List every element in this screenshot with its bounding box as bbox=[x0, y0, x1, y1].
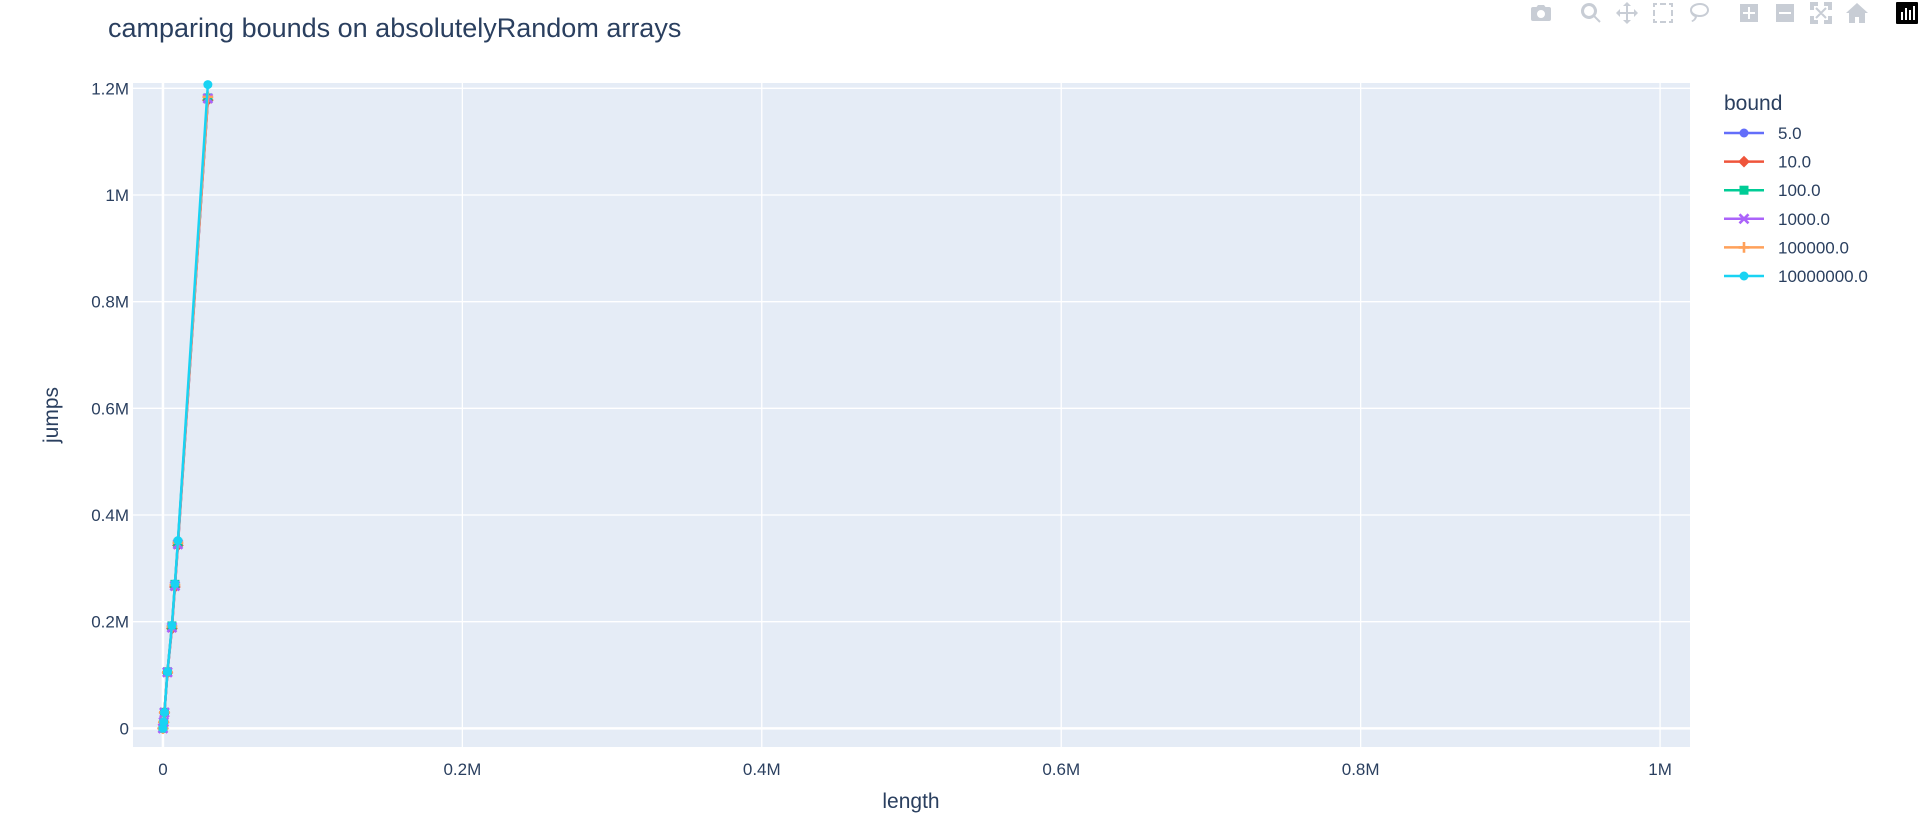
plot-area[interactable] bbox=[133, 83, 1690, 747]
legend-item-10.0[interactable]: 10.0 bbox=[1724, 153, 1811, 172]
legend-marker bbox=[1738, 242, 1750, 253]
y-tick-label: 0.6M bbox=[91, 399, 129, 418]
data-point bbox=[162, 667, 172, 677]
x-tick-label: 0.6M bbox=[1042, 760, 1080, 779]
tick-labels: 0 0.2M 0.4M 0.6M 0.8M 1M 0 0.2M 0.4M 0.6M 0.8M 1M 1.… bbox=[91, 79, 1672, 779]
legend: bound 5.0 10.0 100.0 1000.0 100000.0 10000000… bbox=[1724, 92, 1868, 286]
modebar-toolbar bbox=[1518, 0, 1920, 26]
series-lines bbox=[157, 80, 214, 735]
data-point bbox=[173, 536, 183, 546]
legend-marker bbox=[1739, 128, 1749, 138]
y-axis-title: jumps bbox=[40, 387, 63, 444]
y-tick-label: 0 bbox=[120, 719, 129, 738]
y-tick-label: 1M bbox=[105, 186, 129, 205]
lasso-select-icon[interactable] bbox=[1686, 0, 1712, 26]
y-tick-label: 0.4M bbox=[91, 506, 129, 525]
legend-title: bound bbox=[1724, 92, 1782, 115]
legend-item-5.0[interactable]: 5.0 bbox=[1724, 124, 1802, 143]
series-10000000.0 bbox=[158, 80, 213, 733]
chart-title: camparing bounds on absolutelyRandom arr… bbox=[108, 13, 681, 43]
legend-item-100000.0[interactable]: 100000.0 bbox=[1724, 238, 1849, 257]
x-tick-label: 0.8M bbox=[1342, 760, 1380, 779]
legend-item-1000.0[interactable]: 1000.0 bbox=[1724, 210, 1830, 229]
x-tick-label: 0.2M bbox=[443, 760, 481, 779]
legend-label: 100.0 bbox=[1778, 181, 1821, 200]
legend-marker bbox=[1738, 213, 1750, 225]
legend-marker bbox=[1739, 271, 1749, 281]
data-point bbox=[159, 707, 169, 717]
legend-label: 10000000.0 bbox=[1778, 267, 1868, 286]
zoom-out-icon[interactable] bbox=[1772, 0, 1798, 26]
x-tick-label: 1M bbox=[1648, 760, 1672, 779]
reset-axes-icon[interactable] bbox=[1844, 0, 1870, 26]
legend-label: 5.0 bbox=[1778, 124, 1802, 143]
plotly-logo-icon[interactable] bbox=[1894, 0, 1920, 26]
box-select-icon[interactable] bbox=[1650, 0, 1676, 26]
legend-item-100.0[interactable]: 100.0 bbox=[1724, 181, 1821, 200]
data-point bbox=[159, 717, 169, 727]
legend-marker bbox=[1739, 185, 1749, 195]
legend-label: 10.0 bbox=[1778, 153, 1811, 172]
data-point bbox=[203, 80, 213, 90]
zoom-in-icon[interactable] bbox=[1736, 0, 1762, 26]
zoom-icon[interactable] bbox=[1578, 0, 1604, 26]
x-tick-label: 0.4M bbox=[743, 760, 781, 779]
data-point bbox=[170, 579, 180, 589]
grid-lines bbox=[133, 83, 1690, 747]
x-tick-label: 0 bbox=[158, 760, 167, 779]
y-tick-label: 1.2M bbox=[91, 79, 129, 98]
pan-icon[interactable] bbox=[1614, 0, 1640, 26]
legend-marker bbox=[1738, 155, 1750, 168]
legend-label: 100000.0 bbox=[1778, 238, 1849, 257]
data-point bbox=[167, 620, 177, 630]
x-axis-title: length bbox=[882, 790, 939, 813]
y-tick-label: 0.2M bbox=[91, 613, 129, 632]
legend-label: 1000.0 bbox=[1778, 210, 1830, 229]
camera-icon[interactable] bbox=[1528, 0, 1554, 26]
legend-item-10000000.0[interactable]: 10000000.0 bbox=[1724, 267, 1868, 286]
autoscale-icon[interactable] bbox=[1808, 0, 1834, 26]
y-tick-label: 0.8M bbox=[91, 293, 129, 312]
